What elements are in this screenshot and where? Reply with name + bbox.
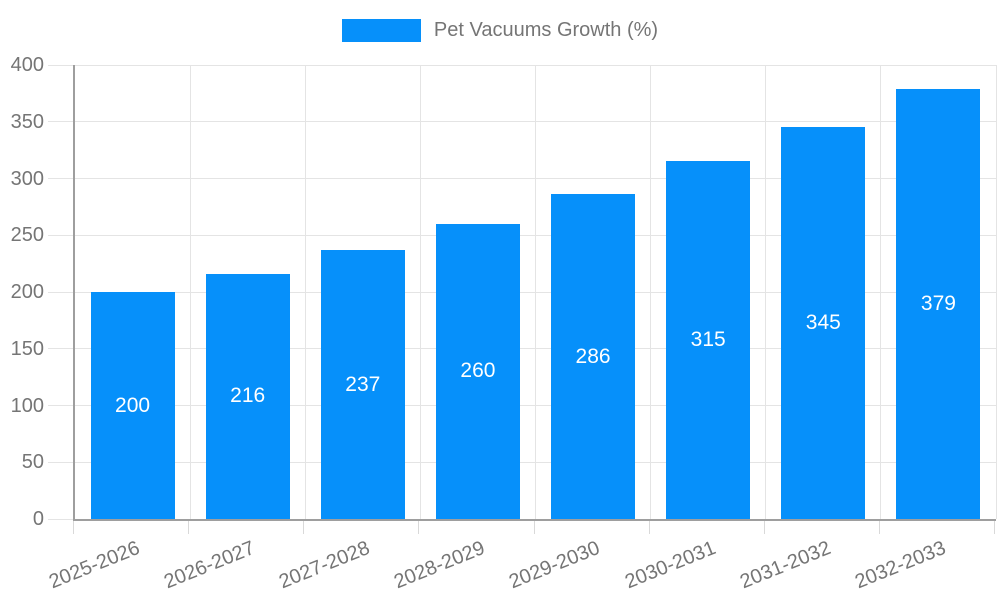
x-axis-tick bbox=[303, 521, 305, 534]
gridline-vertical bbox=[535, 65, 536, 519]
y-tick-label: 50 bbox=[21, 451, 44, 474]
x-axis-tick bbox=[188, 521, 190, 534]
gridline-vertical bbox=[304, 65, 306, 519]
bar-value-label: 200 bbox=[115, 393, 151, 417]
y-axis-tick bbox=[48, 291, 73, 293]
gridline-vertical bbox=[765, 65, 767, 519]
bar[interactable]: 200 bbox=[90, 292, 175, 519]
x-tick-label: 2025-2026 bbox=[45, 537, 143, 594]
x-axis-tick bbox=[994, 521, 995, 534]
y-tick-label: 100 bbox=[10, 394, 44, 417]
gridline-vertical bbox=[995, 65, 997, 519]
y-axis-tick bbox=[48, 64, 73, 66]
gridline-vertical bbox=[419, 65, 421, 519]
gridline-vertical bbox=[650, 65, 652, 519]
y-tick-label: 0 bbox=[32, 508, 44, 530]
y-axis-tick bbox=[48, 348, 73, 350]
y-tick-label: 300 bbox=[10, 167, 44, 190]
bar-value-label: 216 bbox=[230, 384, 266, 408]
legend-label: Pet Vacuums Growth (%) bbox=[433, 19, 659, 41]
gridline-vertical bbox=[880, 65, 882, 519]
x-tick-label: 2031-2032 bbox=[736, 537, 834, 594]
y-axis-tick bbox=[48, 518, 73, 520]
bar-value-label: 286 bbox=[575, 344, 611, 368]
y-tick-label: 150 bbox=[10, 337, 44, 360]
bar[interactable]: 216 bbox=[205, 273, 290, 519]
bar-value-label: 315 bbox=[690, 328, 726, 352]
x-axis-tick bbox=[533, 521, 535, 534]
x-axis-tick bbox=[73, 521, 74, 534]
legend[interactable]: Pet Vacuums Growth (%) bbox=[0, 19, 1000, 42]
y-tick-label: 350 bbox=[10, 110, 44, 133]
bar-value-label: 345 bbox=[805, 311, 841, 335]
y-axis-tick bbox=[48, 121, 73, 123]
y-axis-tick bbox=[48, 461, 73, 463]
y-axis-tick bbox=[48, 405, 73, 406]
bar[interactable]: 237 bbox=[320, 250, 405, 519]
x-tick-label: 2029-2030 bbox=[506, 537, 604, 594]
y-tick-label: 400 bbox=[10, 54, 44, 76]
x-axis-tick bbox=[418, 521, 420, 534]
plot-area: 200 216 237 260 286 315 345 379 bbox=[73, 64, 997, 521]
bar[interactable]: 345 bbox=[781, 127, 866, 519]
gridline-vertical bbox=[189, 65, 191, 519]
y-axis-tick bbox=[48, 178, 73, 179]
x-tick-label: 2028-2029 bbox=[391, 537, 489, 594]
bar[interactable]: 379 bbox=[896, 88, 981, 519]
bar[interactable]: 286 bbox=[551, 194, 636, 519]
bar[interactable]: 260 bbox=[435, 223, 520, 519]
x-axis-tick bbox=[878, 521, 880, 534]
x-tick-label: 2030-2031 bbox=[621, 537, 719, 594]
x-axis-tick bbox=[648, 521, 650, 534]
bar-value-label: 379 bbox=[920, 291, 956, 315]
x-tick-label: 2032-2033 bbox=[851, 537, 949, 594]
bar[interactable]: 315 bbox=[666, 161, 751, 519]
bar-value-label: 237 bbox=[345, 372, 381, 396]
legend-swatch-icon bbox=[341, 19, 421, 42]
x-axis-tick bbox=[763, 521, 765, 534]
x-tick-label: 2026-2027 bbox=[160, 537, 258, 594]
x-tick-label: 2027-2028 bbox=[276, 537, 374, 594]
bar-value-label: 260 bbox=[460, 359, 496, 383]
y-tick-label: 200 bbox=[10, 281, 44, 303]
y-tick-label: 250 bbox=[10, 224, 44, 247]
y-axis-tick bbox=[48, 234, 73, 236]
